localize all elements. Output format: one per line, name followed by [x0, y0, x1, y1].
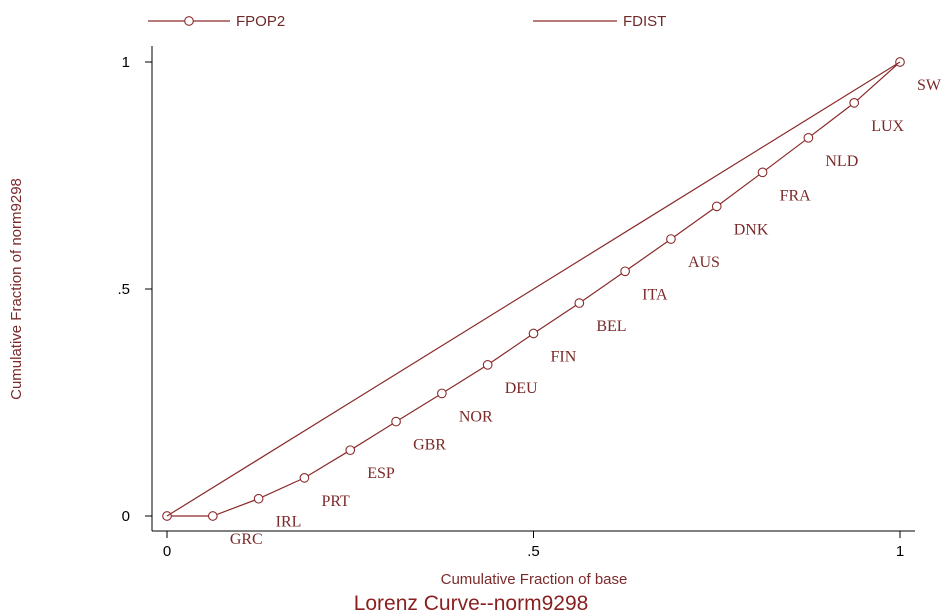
- chart-title: Lorenz Curve--norm9298: [354, 592, 589, 615]
- data-point: [391, 416, 401, 427]
- y-tick-label: .5: [117, 281, 130, 298]
- data-point: [345, 445, 356, 456]
- legend-label-fpop2: FPOP2: [236, 13, 285, 30]
- point-label-esp: ESP: [367, 465, 395, 482]
- data-point: [803, 132, 814, 143]
- point-label-ita: ITA: [642, 286, 668, 303]
- point-label-dnk: DNK: [734, 221, 769, 238]
- point-label-deu: DEU: [505, 380, 538, 397]
- point-label-fra: FRA: [780, 187, 812, 204]
- x-tick-label: 0: [163, 543, 171, 560]
- data-point: [437, 388, 447, 399]
- data-point: [711, 201, 722, 212]
- legend-marker-fpop2: [184, 16, 194, 26]
- point-label-prt: PRT: [321, 493, 350, 510]
- legend: FPOP2 FDIST: [148, 13, 666, 30]
- point-label-irl: IRL: [276, 514, 302, 531]
- data-point: [666, 234, 676, 244]
- data-point: [574, 298, 585, 308]
- x-tick-label: 1: [896, 543, 904, 560]
- point-label-lux: LUX: [871, 118, 904, 135]
- data-point: [299, 473, 310, 483]
- data-point: [528, 328, 539, 339]
- y-tick-label: 1: [122, 54, 130, 71]
- point-label-aus: AUS: [688, 254, 720, 271]
- data-point: [620, 266, 630, 277]
- data-point: [482, 359, 493, 370]
- data-point: [253, 493, 264, 504]
- plot-area: GRC IRL PRT ESP GBR NOR DEU FIN BEL ITA AUS DNK FRA N…: [162, 57, 941, 548]
- point-label-nld: NLD: [825, 153, 858, 170]
- point-label-gbr: GBR: [413, 437, 446, 454]
- point-label-nor: NOR: [459, 408, 493, 425]
- point-label-grc: GRC: [230, 531, 263, 548]
- point-label-bel: BEL: [596, 318, 626, 335]
- point-label-fin: FIN: [551, 348, 577, 365]
- data-point: [207, 511, 218, 521]
- data-point: [757, 167, 768, 178]
- point-label-swe: SWE: [917, 77, 941, 94]
- x-axis-label: Cumulative Fraction of base: [441, 571, 628, 588]
- y-axis-label: Cumulative Fraction of norm9298: [8, 178, 25, 400]
- series-line-fdist: [166, 61, 901, 517]
- data-point: [849, 98, 860, 108]
- axes: 0 .5 1 0 .5 1: [117, 46, 915, 560]
- x-tick-label: .5: [527, 543, 540, 560]
- legend-label-fdist: FDIST: [623, 13, 666, 30]
- y-tick-label: 0: [122, 508, 130, 525]
